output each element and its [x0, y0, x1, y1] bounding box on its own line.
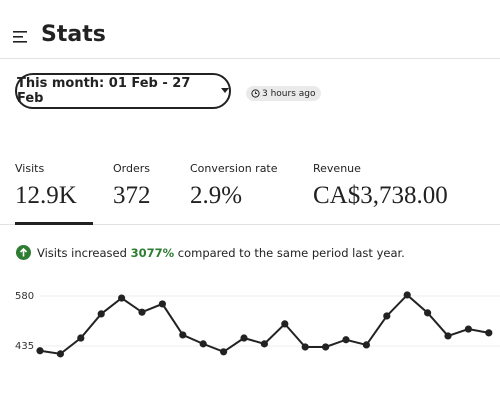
point: [485, 329, 493, 337]
point: [322, 343, 330, 351]
y-tick-label: 580: [15, 291, 34, 302]
metric-value[interactable]: 2.9%: [190, 182, 243, 209]
metric-label[interactable]: Revenue: [313, 162, 361, 175]
point: [403, 291, 411, 299]
clock-icon: [251, 89, 260, 98]
metric-label[interactable]: Conversion rate: [190, 162, 278, 175]
caret: [221, 88, 229, 93]
metric-value[interactable]: 372: [113, 182, 151, 209]
metric-value[interactable]: 12.9K: [15, 182, 77, 209]
date-range-button[interactable]: This month: 01 Feb - 27 Feb: [15, 73, 231, 109]
active-tab-indicator: [15, 222, 93, 225]
message-suffix: compared to the same period last year.: [174, 245, 405, 260]
page-title: Stats: [41, 22, 106, 47]
point: [56, 350, 64, 358]
metric-value[interactable]: CA$3,738.00: [313, 182, 448, 209]
trend-message: Visits increased 3077% compared to the s…: [16, 245, 405, 260]
point: [301, 343, 309, 351]
metric-label[interactable]: Orders: [113, 162, 150, 175]
point: [97, 310, 105, 318]
point: [158, 300, 166, 308]
message-prefix: Visits increased: [37, 245, 131, 260]
point: [118, 294, 126, 302]
point: [199, 340, 207, 348]
point: [138, 308, 146, 316]
message-text: Visits increased 3077% compared to the s…: [37, 246, 405, 260]
point: [444, 332, 452, 340]
point: [36, 347, 44, 355]
menu-icon[interactable]: [13, 30, 29, 44]
divider: [0, 58, 500, 59]
divider: [0, 224, 500, 225]
point: [77, 334, 85, 342]
point: [281, 320, 289, 328]
point: [220, 348, 228, 356]
updated-text: 3 hours ago: [262, 88, 316, 99]
point: [342, 336, 350, 344]
up-icon: [16, 245, 31, 260]
updated-badge: 3 hours ago: [246, 86, 321, 101]
point: [179, 331, 187, 339]
message-highlight: 3077%: [130, 245, 175, 260]
point: [362, 341, 370, 349]
metric-label[interactable]: Visits: [15, 162, 45, 175]
point: [464, 325, 472, 333]
date-range-label: This month: 01 Feb - 27 Feb: [17, 76, 191, 106]
point: [383, 312, 391, 320]
point: [260, 340, 268, 348]
point: [424, 309, 432, 317]
point: [240, 334, 248, 342]
y-tick-label: 435: [15, 341, 34, 352]
